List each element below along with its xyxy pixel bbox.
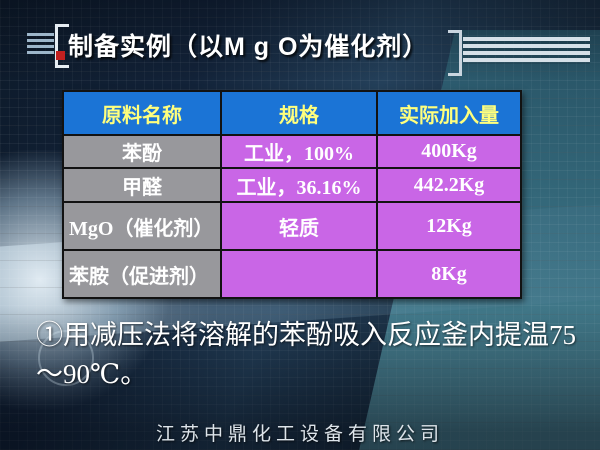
table-header-row: 原料名称 规格 实际加入量: [62, 90, 522, 136]
column-header-amount: 实际加入量: [376, 90, 522, 136]
title-stripes-right-icon: [463, 37, 590, 64]
material-name-cell: MgO（催化剂）: [62, 201, 222, 251]
step-description: ①用减压法将溶解的苯酚吸入反应釜内提温75～90℃。: [36, 320, 576, 390]
table-row: 甲醛 工业，36.16% 442.2Kg: [62, 167, 522, 203]
material-name-cell: 苯胺（促进剂）: [62, 249, 222, 299]
spec-cell: 工业，100%: [220, 134, 378, 169]
spec-cell: [220, 249, 378, 299]
table-row: MgO（催化剂） 轻质 12Kg: [62, 201, 522, 251]
title-stripes-left-icon: [27, 33, 54, 54]
company-footer: 江苏中鼎化工设备有限公司: [155, 424, 444, 445]
column-header-material: 原料名称: [62, 90, 222, 136]
spec-cell: 轻质: [220, 201, 378, 251]
table-row: 苯酚 工业，100% 400Kg: [62, 134, 522, 169]
amount-cell: 12Kg: [376, 201, 522, 251]
title-bracket-right-icon: [448, 30, 462, 76]
amount-cell: 400Kg: [376, 134, 522, 169]
materials-table: 原料名称 规格 实际加入量 苯酚 工业，100% 400Kg 甲醛 工业，36.…: [62, 90, 522, 299]
column-header-spec: 规格: [220, 90, 378, 136]
slide-title: 制备实例（以M g O为催化剂）: [68, 33, 429, 61]
amount-cell: 8Kg: [376, 249, 522, 299]
spec-cell: 工业，36.16%: [220, 167, 378, 203]
material-name-cell: 苯酚: [62, 134, 222, 169]
table-row: 苯胺（促进剂） 8Kg: [62, 249, 522, 299]
title-red-square-icon: [56, 51, 65, 60]
title-bracket-left-icon: [55, 24, 69, 68]
amount-cell: 442.2Kg: [376, 167, 522, 203]
material-name-cell: 甲醛: [62, 167, 222, 203]
background-circle-decoration: [38, 330, 94, 386]
